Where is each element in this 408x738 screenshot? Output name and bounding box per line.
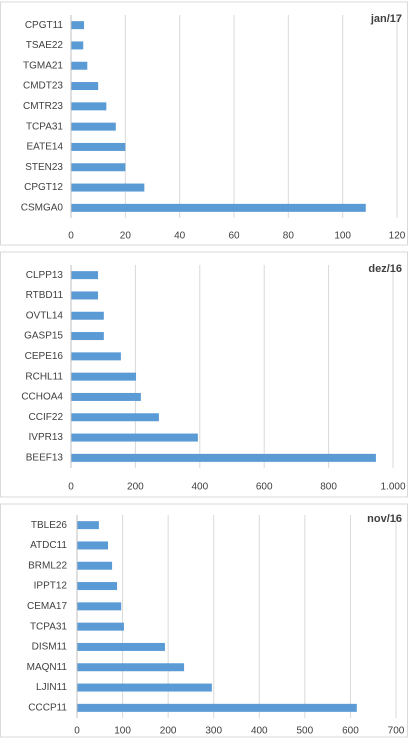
bar bbox=[77, 521, 99, 530]
bar bbox=[71, 413, 159, 422]
category-label: GASP15 bbox=[24, 331, 63, 342]
bar bbox=[71, 203, 366, 212]
bar bbox=[71, 183, 145, 192]
bar bbox=[71, 332, 104, 341]
bar bbox=[71, 271, 99, 280]
bar bbox=[77, 663, 185, 672]
x-tick-label: 120 bbox=[389, 231, 406, 242]
category-label: TGMA21 bbox=[23, 60, 63, 71]
x-tick-label: 1.000 bbox=[380, 482, 405, 493]
bar bbox=[77, 561, 113, 570]
bar bbox=[77, 541, 108, 550]
x-tick-label: 60 bbox=[228, 231, 240, 242]
bar bbox=[77, 703, 357, 712]
category-label: BRML22 bbox=[28, 560, 67, 571]
x-tick-label: 200 bbox=[160, 726, 177, 737]
category-label: STEN23 bbox=[25, 162, 63, 173]
category-label: LJIN11 bbox=[36, 682, 67, 693]
category-label: ATDC11 bbox=[30, 540, 67, 551]
bar bbox=[71, 142, 126, 151]
category-label: RTBD11 bbox=[26, 290, 64, 301]
chart-title: nov/16 bbox=[367, 513, 402, 525]
x-tick-label: 200 bbox=[127, 482, 144, 493]
bar bbox=[71, 311, 104, 320]
x-tick-label: 0 bbox=[74, 726, 80, 737]
category-label: OVTL14 bbox=[26, 310, 64, 321]
bar bbox=[71, 392, 141, 401]
category-label: CPGT11 bbox=[25, 20, 64, 31]
bar bbox=[71, 61, 88, 70]
category-label: CCHOA4 bbox=[21, 392, 63, 403]
category-label: RCHL11 bbox=[25, 371, 63, 382]
x-tick-label: 100 bbox=[114, 726, 131, 737]
bar bbox=[71, 372, 137, 381]
bar bbox=[71, 453, 376, 462]
x-tick-label: 600 bbox=[342, 726, 359, 737]
chart-title: jan/17 bbox=[370, 13, 402, 25]
bar bbox=[71, 291, 99, 300]
category-label: CCIF22 bbox=[29, 412, 64, 423]
chart-title: dez/16 bbox=[368, 263, 402, 275]
x-tick-label: 800 bbox=[320, 482, 337, 493]
category-label: DISM11 bbox=[32, 642, 68, 653]
category-label: CMDT23 bbox=[23, 81, 63, 92]
category-label: EATE14 bbox=[27, 142, 64, 153]
x-tick-label: 80 bbox=[283, 231, 295, 242]
category-label: TBLE26 bbox=[31, 520, 68, 531]
category-label: CLPP13 bbox=[26, 270, 64, 281]
bar bbox=[71, 41, 84, 50]
category-label: CSMGA0 bbox=[21, 202, 64, 213]
category-label: IVPR13 bbox=[29, 432, 64, 443]
x-tick-label: 0 bbox=[68, 482, 74, 493]
bar bbox=[71, 122, 116, 131]
category-label: TSAE22 bbox=[26, 40, 64, 51]
bar bbox=[71, 433, 198, 442]
x-tick-label: 700 bbox=[388, 726, 405, 737]
bar bbox=[71, 82, 99, 91]
x-tick-label: 40 bbox=[174, 231, 186, 242]
category-label: IPPT12 bbox=[34, 581, 68, 592]
category-label: BEEF13 bbox=[26, 452, 64, 463]
bar bbox=[77, 642, 165, 651]
x-tick-label: 100 bbox=[334, 231, 351, 242]
category-label: CPGT12 bbox=[24, 182, 63, 193]
bar bbox=[77, 602, 122, 611]
x-tick-label: 400 bbox=[251, 726, 268, 737]
x-tick-label: 20 bbox=[120, 231, 132, 242]
x-tick-label: 600 bbox=[256, 482, 273, 493]
category-label: CCCP11 bbox=[28, 702, 67, 713]
category-label: CEMA17 bbox=[27, 601, 67, 612]
bar bbox=[71, 102, 107, 111]
category-label: CMTR23 bbox=[23, 101, 63, 112]
category-label: MAQN11 bbox=[27, 662, 68, 673]
category-label: TCPA31 bbox=[26, 121, 63, 132]
x-tick-label: 300 bbox=[205, 726, 222, 737]
bar bbox=[71, 163, 126, 172]
bar bbox=[77, 582, 118, 591]
bar bbox=[71, 21, 85, 30]
category-label: CEPE16 bbox=[25, 351, 64, 362]
bar bbox=[77, 683, 212, 692]
x-tick-label: 500 bbox=[297, 726, 314, 737]
category-label: TCPA31 bbox=[30, 621, 67, 632]
x-tick-label: 400 bbox=[191, 482, 208, 493]
bar bbox=[71, 352, 121, 361]
x-tick-label: 0 bbox=[68, 231, 74, 242]
bar bbox=[77, 622, 124, 631]
